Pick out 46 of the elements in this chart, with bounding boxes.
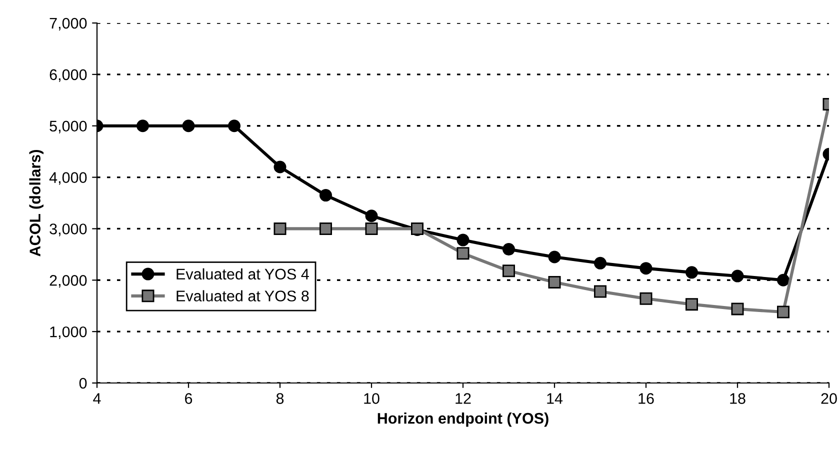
legend-label: Evaluated at YOS 4 <box>176 268 309 280</box>
point <box>456 234 470 246</box>
y-tick-label: 7,000 <box>50 18 87 30</box>
x-tick-label: 14 <box>547 393 563 404</box>
point <box>548 276 561 288</box>
x-tick-label: 8 <box>276 393 284 404</box>
x-tick-label: 16 <box>638 393 654 404</box>
point <box>594 256 606 270</box>
point <box>548 250 561 264</box>
point <box>320 189 332 202</box>
point <box>777 306 790 318</box>
y-axis-title: ACOL (dollars) <box>29 150 44 256</box>
point <box>502 243 515 256</box>
point <box>502 264 515 278</box>
point <box>731 302 744 316</box>
point <box>731 270 744 282</box>
point <box>274 160 286 174</box>
point <box>640 262 652 275</box>
point <box>640 292 652 305</box>
point <box>686 266 698 279</box>
point <box>777 274 790 286</box>
legend-label: Evaluated at YOS 8 <box>176 290 309 302</box>
x-axis-title: Horizon endpoint (YOS) <box>378 412 548 427</box>
y-tick-label: 2,000 <box>50 275 87 288</box>
y-tick-label: 3,000 <box>50 224 87 236</box>
y-tick-label: 6,000 <box>50 69 87 82</box>
point <box>228 120 240 132</box>
x-tick-label: 20 <box>821 393 837 404</box>
x-tick-label: 6 <box>185 393 192 404</box>
y-tick-label: 4,000 <box>49 172 87 185</box>
x-tick-label: 18 <box>730 393 746 404</box>
y-tick-label: 1,000 <box>50 326 87 340</box>
point <box>320 222 332 235</box>
point <box>456 247 470 260</box>
point <box>365 222 378 235</box>
point <box>182 120 195 132</box>
point <box>686 298 698 311</box>
y-tick-label: 5,000 <box>50 120 87 134</box>
x-tick-label: 12 <box>456 393 471 404</box>
x-tick-label: 4 <box>93 393 101 404</box>
y-tick-label: 0 <box>79 378 87 389</box>
point <box>136 120 149 132</box>
point <box>274 222 286 235</box>
point <box>594 285 606 298</box>
x-tick-label: 10 <box>364 393 380 404</box>
point <box>365 210 378 222</box>
